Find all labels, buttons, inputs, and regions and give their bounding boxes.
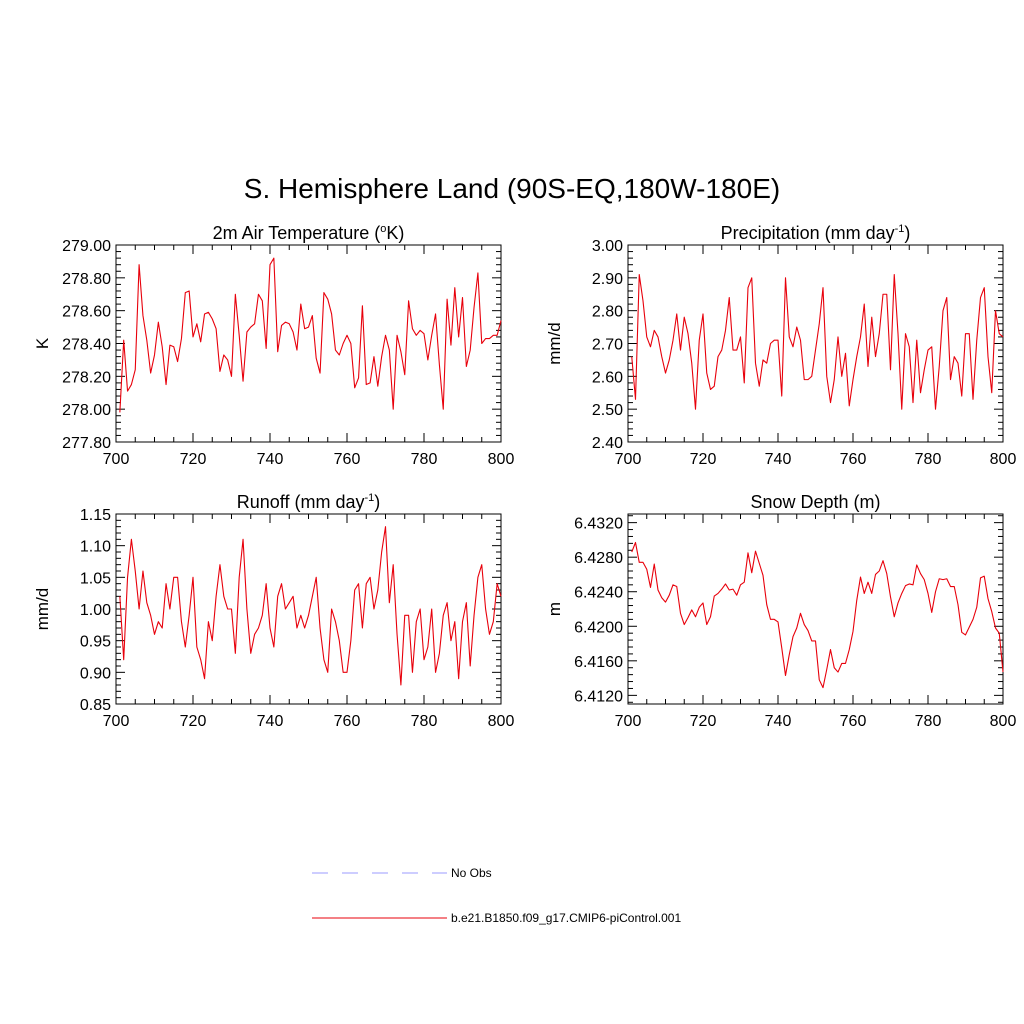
chart-title: Snow Depth (m) — [750, 492, 880, 512]
x-tick-label: 700 — [103, 451, 130, 468]
x-tick-label: 780 — [411, 451, 438, 468]
y-tick-label: 2.90 — [592, 271, 623, 288]
y-tick-label: 1.00 — [80, 602, 111, 619]
y-tick-label: 1.05 — [80, 570, 111, 587]
chart-panel-2: Precipitation (mm day-1) mm/d 700 720 740 760… — [545, 223, 1016, 468]
x-tick-label: 700 — [103, 713, 130, 730]
series-line — [631, 541, 1004, 689]
x-tick-label: 800 — [488, 713, 515, 730]
series-line — [631, 273, 1004, 410]
y-axis-label: mm/d — [33, 588, 52, 631]
x-tick-label: 740 — [257, 713, 284, 730]
y-tick-label: 278.20 — [62, 369, 111, 386]
series-line — [119, 526, 502, 686]
chart-title-superscript: -1 — [895, 223, 905, 235]
x-tick-label: 780 — [411, 713, 438, 730]
y-tick-label: 3.00 — [592, 238, 623, 255]
y-axis-label: m — [545, 602, 564, 616]
series-line — [119, 257, 502, 413]
chart-title: 2m Air Temperature (oK) — [213, 223, 405, 243]
x-tick-label: 720 — [690, 713, 717, 730]
x-tick-label: 720 — [180, 451, 207, 468]
y-tick-label: 0.95 — [80, 634, 111, 651]
y-tick-label: 6.4120 — [574, 688, 623, 705]
x-tick-label: 760 — [334, 451, 361, 468]
x-tick-label: 700 — [615, 713, 642, 730]
x-tick-label: 760 — [840, 451, 867, 468]
y-tick-label: 1.10 — [80, 539, 111, 556]
x-tick-label: 800 — [488, 451, 515, 468]
chart-title-tail: ) — [904, 223, 910, 243]
y-tick-label: 2.80 — [592, 304, 623, 321]
x-tick-label: 780 — [915, 713, 942, 730]
chart-panel-1: 2m Air Temperature (oK) K 700 720 740 760 780 8… — [33, 223, 514, 468]
y-tick-label: 0.90 — [80, 665, 111, 682]
x-tick-label: 780 — [915, 451, 942, 468]
legend-model-label: b.e21.B1850.f09_g17.CMIP6-piControl.001 — [451, 911, 681, 925]
chart-panel-4: Snow Depth (m) m 700 720 740 760 780 800 6.4120 6… — [545, 492, 1016, 730]
legend-obs-label: No Obs — [451, 866, 492, 880]
x-tick-label: 740 — [257, 451, 284, 468]
chart-title: Precipitation (mm day-1) — [721, 223, 911, 243]
plot-frame — [115, 513, 502, 705]
y-tick-label: 278.80 — [62, 271, 111, 288]
plot-frame — [115, 244, 502, 443]
x-tick-label: 700 — [615, 451, 642, 468]
chart-title-main: Snow Depth (m) — [750, 492, 880, 512]
chart-title: Runoff (mm day-1) — [237, 492, 381, 512]
legend: No Obs b.e21.B1850.f09_g17.CMIP6-piContr… — [312, 866, 681, 925]
y-tick-label: 2.60 — [592, 369, 623, 386]
figure-title: S. Hemisphere Land (90S-EQ,180W-180E) — [244, 173, 780, 204]
y-tick-label: 6.4240 — [574, 585, 623, 602]
chart-panel-3: Runoff (mm day-1) mm/d 700 720 740 760 780 800 0… — [33, 492, 514, 730]
chart-title-tail: ) — [374, 492, 380, 512]
chart-title-main: Precipitation (mm day — [721, 223, 895, 243]
chart-title-tail: K) — [386, 223, 404, 243]
y-tick-label: 0.85 — [80, 697, 111, 714]
y-tick-label: 279.00 — [62, 238, 111, 255]
y-tick-label: 6.4160 — [574, 654, 623, 671]
x-tick-label: 720 — [180, 713, 207, 730]
y-axis-label: mm/d — [545, 322, 564, 365]
y-tick-label: 1.15 — [80, 507, 111, 524]
x-tick-label: 760 — [840, 713, 867, 730]
y-tick-label: 2.50 — [592, 402, 623, 419]
y-axis-label: K — [33, 337, 52, 349]
chart-title-superscript: o — [380, 223, 386, 235]
y-tick-label: 277.80 — [62, 435, 111, 452]
x-tick-label: 760 — [334, 713, 361, 730]
y-tick-label: 6.4320 — [574, 516, 623, 533]
panels: 2m Air Temperature (oK) K 700 720 740 760 780 8… — [33, 223, 1016, 730]
y-tick-label: 2.70 — [592, 337, 623, 354]
y-tick-label: 278.00 — [62, 402, 111, 419]
x-tick-label: 740 — [765, 713, 792, 730]
plot-frame — [627, 513, 1004, 705]
plot-frame — [627, 244, 1004, 443]
y-tick-label: 2.40 — [592, 435, 623, 452]
y-tick-label: 278.40 — [62, 337, 111, 354]
x-tick-label: 800 — [990, 713, 1017, 730]
y-tick-label: 6.4200 — [574, 619, 623, 636]
x-tick-label: 740 — [765, 451, 792, 468]
chart-title-superscript: -1 — [364, 492, 374, 504]
x-tick-label: 800 — [990, 451, 1017, 468]
chart-title-main: 2m Air Temperature ( — [213, 223, 381, 243]
chart-title-main: Runoff (mm day — [237, 492, 365, 512]
x-tick-label: 720 — [690, 451, 717, 468]
y-tick-label: 278.60 — [62, 304, 111, 321]
y-tick-label: 6.4280 — [574, 550, 623, 567]
